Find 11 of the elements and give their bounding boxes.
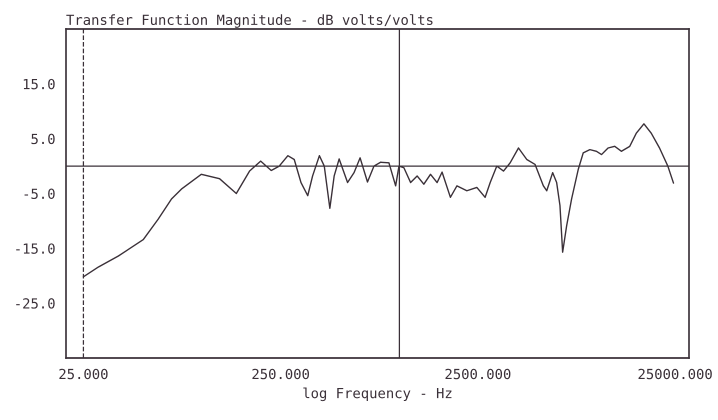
y-tick-label: -25.0 [16, 298, 55, 309]
x-tick-label: 2500.000 [445, 368, 510, 380]
x-tick-label: 25000.000 [638, 368, 712, 380]
x-tick-label: 25.000 [59, 368, 108, 380]
y-tick-label: -15.0 [16, 243, 55, 254]
y-tick-label: 15.0 [24, 78, 55, 90]
y-tick-label: 5.0 [31, 134, 55, 144]
chart-title: Transfer Function Magnitude - dB volts/volts [66, 14, 433, 28]
x-tick-label: 250.000 [252, 368, 310, 380]
y-tick-label: -5.0 [24, 188, 55, 200]
x-axis-title: log Frequency - Hz [303, 387, 452, 402]
